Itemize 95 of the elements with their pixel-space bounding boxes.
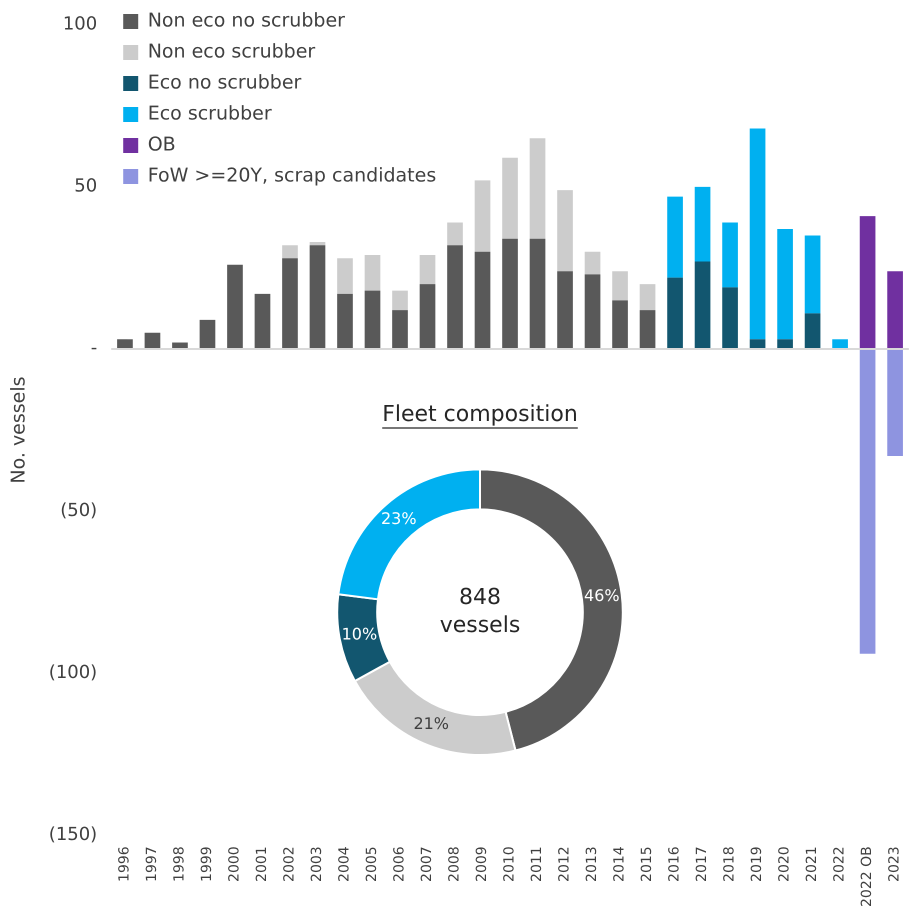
data-label: 10%: [342, 624, 378, 644]
x-tick-label: 1997: [144, 846, 160, 882]
y-tick-label: 50: [74, 176, 98, 197]
y-tick-label: (150): [48, 824, 98, 845]
bar: [750, 128, 766, 340]
bar: [557, 190, 573, 272]
bar: [694, 261, 710, 349]
x-tick-label: 2000: [226, 846, 243, 882]
x-tick-label: 1996: [116, 846, 133, 882]
x-tick-label: 2004: [336, 846, 353, 882]
legend-label: Non eco no scrubber: [148, 9, 346, 32]
annotation: vessels: [440, 612, 520, 638]
legend-label: Eco scrubber: [148, 102, 272, 124]
x-tick-label: 1999: [199, 846, 216, 882]
legend-label: Eco no scrubber: [148, 71, 302, 94]
x-tick-label: 2002: [282, 846, 298, 882]
bar: [887, 271, 903, 349]
bar: [722, 287, 738, 349]
bar: [584, 252, 600, 274]
y-tick-label: 100: [62, 13, 98, 34]
bar: [474, 180, 490, 252]
bar: [310, 242, 326, 246]
x-tick-label: 2006: [392, 846, 408, 882]
x-tick-label: 2011: [529, 846, 546, 882]
bar: [612, 271, 628, 300]
bar: [474, 252, 490, 349]
x-tick-label: 2012: [556, 846, 573, 882]
y-tick-label: -: [90, 338, 98, 359]
bar: [144, 332, 160, 349]
x-tick-label: 2016: [666, 846, 683, 882]
bar: [392, 310, 408, 349]
bar: [310, 245, 326, 349]
annotation: 848: [459, 584, 501, 610]
x-tick-label: 2010: [502, 846, 518, 882]
bar: [282, 245, 298, 258]
legend-label: FoW >=20Y, scrap candidates: [148, 164, 436, 186]
bar: [640, 284, 656, 310]
x-tick-label: 2023: [886, 846, 903, 882]
bar: [804, 236, 820, 314]
bar: [860, 216, 876, 349]
bar: [502, 158, 518, 239]
data-label: 23%: [381, 509, 417, 528]
bar: [364, 254, 380, 291]
bar: [337, 258, 353, 294]
bar: [804, 313, 820, 349]
chart-title: Fleet composition: [382, 402, 578, 427]
x-tick-label: 2007: [419, 846, 436, 882]
bar: [282, 258, 298, 349]
bar: [200, 320, 216, 349]
legend-label: Non eco scrubber: [148, 40, 316, 62]
bar: [447, 245, 463, 349]
y-tick-label: (100): [48, 662, 98, 683]
bar: [530, 238, 546, 349]
data-label: 21%: [413, 714, 450, 734]
x-tick-label: 2005: [364, 846, 380, 882]
x-tick-label: 2019: [749, 846, 766, 882]
x-tick-label: 2003: [309, 846, 326, 882]
bar: [227, 264, 243, 349]
x-tick-label: 2008: [446, 846, 463, 882]
x-tick-label: 1998: [172, 846, 188, 882]
bar: [640, 310, 656, 349]
bar: [420, 284, 436, 349]
legend-label: OB: [148, 133, 176, 156]
bar: [254, 294, 270, 349]
bar: [557, 271, 573, 349]
x-tick-label: 2018: [722, 846, 738, 882]
bar: [777, 229, 793, 340]
bar: [667, 196, 683, 278]
x-tick-label: 2017: [694, 846, 710, 882]
bar: [860, 349, 876, 654]
bar: [722, 222, 738, 288]
bar: [447, 222, 463, 246]
x-tick-label: 2014: [612, 846, 628, 882]
x-tick-label: 2021: [804, 846, 820, 882]
bar: [364, 290, 380, 349]
x-tick-label: 2022 OB: [859, 846, 876, 907]
y-axis-title: No. vessels: [7, 376, 30, 484]
x-tick-label: 2001: [254, 846, 270, 882]
bar: [887, 349, 903, 456]
x-tick-label: 2015: [639, 846, 656, 882]
bar: [667, 278, 683, 349]
x-tick-label: 2020: [776, 846, 793, 882]
bar: [392, 290, 408, 310]
bar: [420, 254, 436, 284]
x-tick-label: 2009: [474, 846, 490, 882]
x-tick-label: 2013: [584, 846, 600, 882]
bar: [337, 294, 353, 349]
bar: [694, 186, 710, 262]
data-label: 46%: [584, 586, 620, 605]
bar: [502, 238, 518, 349]
x-tick-label: 2022: [832, 846, 848, 882]
bar: [584, 274, 600, 349]
y-tick-label: (50): [60, 500, 98, 521]
bar: [612, 300, 628, 349]
bar: [530, 138, 546, 239]
